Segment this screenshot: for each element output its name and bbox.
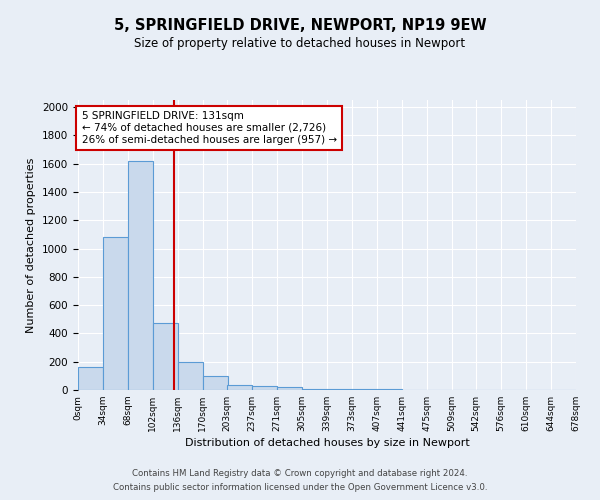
Bar bbox=[78, 367, 103, 390]
Text: 5, SPRINGFIELD DRIVE, NEWPORT, NP19 9EW: 5, SPRINGFIELD DRIVE, NEWPORT, NP19 9EW bbox=[113, 18, 487, 32]
Bar bbox=[153, 324, 178, 390]
Y-axis label: Number of detached properties: Number of detached properties bbox=[26, 158, 37, 332]
Text: Size of property relative to detached houses in Newport: Size of property relative to detached ho… bbox=[134, 38, 466, 51]
Bar bbox=[252, 386, 277, 390]
X-axis label: Distribution of detached houses by size in Newport: Distribution of detached houses by size … bbox=[185, 438, 469, 448]
Bar bbox=[227, 385, 252, 390]
Bar bbox=[128, 160, 153, 390]
Text: 5 SPRINGFIELD DRIVE: 131sqm
← 74% of detached houses are smaller (2,726)
26% of : 5 SPRINGFIELD DRIVE: 131sqm ← 74% of det… bbox=[82, 112, 337, 144]
Text: Contains public sector information licensed under the Open Government Licence v3: Contains public sector information licen… bbox=[113, 484, 487, 492]
Bar bbox=[103, 237, 128, 390]
Bar bbox=[178, 362, 203, 390]
Bar bbox=[203, 376, 228, 390]
Text: Contains HM Land Registry data © Crown copyright and database right 2024.: Contains HM Land Registry data © Crown c… bbox=[132, 468, 468, 477]
Bar bbox=[277, 388, 302, 390]
